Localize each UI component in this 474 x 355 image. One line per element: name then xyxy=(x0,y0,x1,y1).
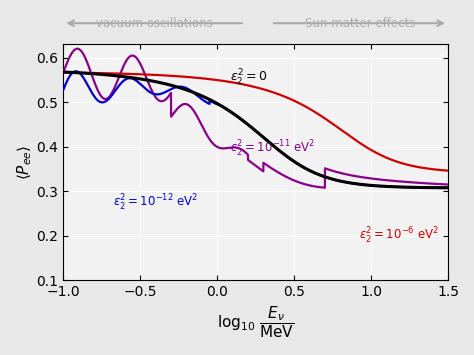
Text: vacuum oscillations: vacuum oscillations xyxy=(96,17,212,30)
Text: $\varepsilon_2^2 = 10^{-6}$ eV$^2$: $\varepsilon_2^2 = 10^{-6}$ eV$^2$ xyxy=(359,226,439,246)
Text: $\varepsilon_2^2 = 10^{-12}$ eV$^2$: $\varepsilon_2^2 = 10^{-12}$ eV$^2$ xyxy=(113,193,198,213)
Text: $\varepsilon_2^2 = 0$: $\varepsilon_2^2 = 0$ xyxy=(229,68,267,88)
Y-axis label: $\langle P_{ee} \rangle$: $\langle P_{ee} \rangle$ xyxy=(15,144,34,180)
Text: Sun matter effects: Sun matter effects xyxy=(305,17,416,30)
Text: $\varepsilon_2^2 = 10^{-11}$ eV$^2$: $\varepsilon_2^2 = 10^{-11}$ eV$^2$ xyxy=(229,139,315,159)
X-axis label: $\log_{10}\,\dfrac{E_\nu}{\mathrm{MeV}}$: $\log_{10}\,\dfrac{E_\nu}{\mathrm{MeV}}$ xyxy=(217,305,294,340)
